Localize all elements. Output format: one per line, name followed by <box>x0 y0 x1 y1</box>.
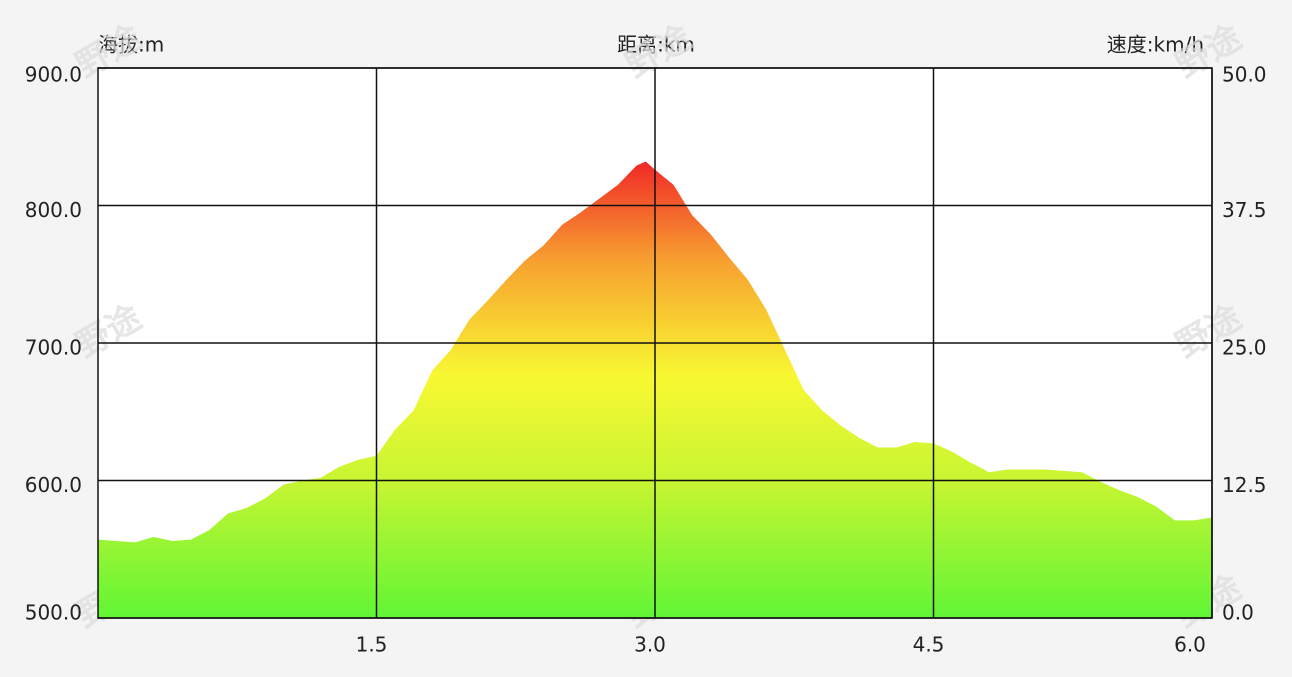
y2-axis-label: 速度:km/h <box>1107 33 1204 57</box>
y2-tick-label: 12.5 <box>1222 473 1267 497</box>
y2-tick-label: 50.0 <box>1222 63 1267 87</box>
plot-border <box>97 67 1213 619</box>
y-tick-label: 600.0 <box>25 473 82 497</box>
y-tick-label: 500.0 <box>25 601 82 625</box>
x-tick-label: 3.0 <box>634 633 666 657</box>
y-axis-label: 海拔:m <box>98 33 164 57</box>
x-tick-label: 1.5 <box>356 633 388 657</box>
y-tick-label: 900.0 <box>25 63 82 87</box>
y2-tick-label: 0.0 <box>1222 601 1254 625</box>
y2-tick-label: 37.5 <box>1222 198 1267 222</box>
y-tick-label: 800.0 <box>25 198 82 222</box>
x-tick-label: 6.0 <box>1174 633 1206 657</box>
y2-tick-label: 25.0 <box>1222 336 1267 360</box>
y-tick-label: 700.0 <box>25 336 82 360</box>
x-axis-label: 距离:km <box>617 33 695 57</box>
x-tick-label: 4.5 <box>913 633 945 657</box>
